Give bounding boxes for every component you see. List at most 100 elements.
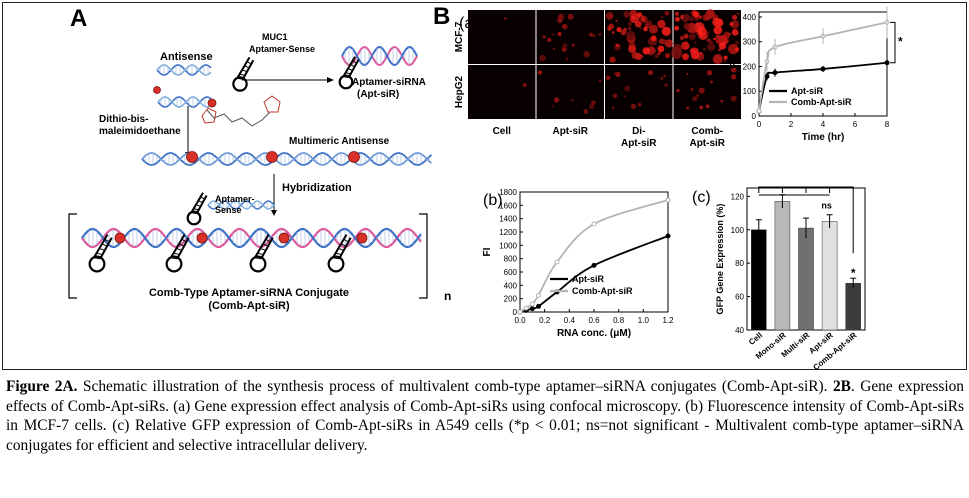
aptamer-hairpin-icon [338, 56, 360, 90]
fluorescence-spot [553, 97, 560, 103]
data-point [665, 197, 671, 203]
aptamer-loop [88, 255, 106, 273]
fluorescence-spot [571, 99, 574, 102]
data-point [536, 292, 541, 298]
confocal-image [468, 65, 536, 119]
apt-sir-duplex [341, 45, 418, 67]
y-tick-label: 200 [743, 62, 757, 71]
fluorescence-spot [675, 12, 679, 16]
data-point [591, 262, 597, 268]
fluorescence-spot [628, 45, 637, 53]
y-tick-label: 1800 [499, 188, 517, 197]
fluorescence-spot [592, 34, 596, 38]
fluorescence-spot [718, 42, 727, 50]
fluorescence-spot [690, 47, 700, 57]
fluorescence-spot [623, 27, 628, 32]
fluorescence-spot [522, 83, 527, 88]
left-bracket [68, 213, 77, 299]
fluorescence-spot [644, 20, 653, 28]
y-tick-label: 80 [735, 259, 744, 268]
fluorescence-spot [712, 54, 723, 65]
helix-strand [81, 227, 422, 249]
fluorescence-spot [562, 23, 568, 30]
fluorescence-spot [730, 20, 740, 29]
fluorescence-spot [643, 26, 648, 32]
arrow-head-icon [271, 210, 277, 216]
subpanel-b-label: (b) [483, 192, 503, 209]
panel-a-schematic: A Antisense MUC1 Aptamer-Sense Aptamer-s… [68, 5, 451, 312]
aptamer-hairpin-icon [186, 192, 275, 226]
linker-chain [206, 109, 271, 127]
fluorescence-spot [679, 35, 685, 41]
legend-label: Apt-siR [572, 274, 604, 284]
fluorescence-spot [660, 15, 664, 19]
fluorescence-spot [598, 32, 602, 36]
aptamer-base [239, 73, 246, 76]
fluorescence-spot [699, 51, 703, 55]
aptamer-base [352, 60, 357, 64]
data-point [529, 301, 535, 307]
fluorescence-spot [616, 26, 622, 33]
column-label: Apt-siR [689, 138, 725, 149]
aptamer-base [170, 257, 178, 260]
fluorescence-spot [614, 72, 617, 76]
fluorescence-spot [664, 52, 671, 59]
fluorescence-spot [552, 47, 556, 50]
fluorescence-spot [723, 31, 731, 39]
fluorescence-spot [731, 74, 737, 80]
y-tick-label: 100 [731, 226, 745, 235]
fluorescence-spot [623, 11, 630, 18]
comb-conjugate-duplex [81, 227, 422, 249]
confocal-row-labels: MCF-7 HepG2 [454, 21, 465, 108]
aptamer-stem [169, 234, 190, 260]
fluorescence-spot [589, 32, 594, 37]
aptamer-base [343, 238, 349, 243]
hybridization-label: Hybridization [282, 182, 352, 194]
fluorescence-spot [728, 44, 739, 55]
fluorescence-spot [695, 94, 700, 98]
fluorescence-spot [561, 46, 567, 52]
aptamer-base [338, 247, 344, 251]
fluorescence-spot [723, 59, 727, 63]
helix-strand [157, 96, 215, 108]
fluorescence-spot [682, 13, 691, 22]
fluorescence-spot [631, 15, 636, 19]
data-point [529, 306, 535, 312]
x-tick-label: 0.4 [564, 316, 576, 325]
fluorescence-spot [663, 74, 666, 78]
y-tick-label: 0 [752, 112, 757, 121]
y-tick-label: 60 [735, 293, 744, 302]
fluorescence-spot [620, 30, 623, 33]
y-tick-label: 600 [504, 268, 518, 277]
fluorescence-spot [705, 104, 710, 109]
comb-conjugate-abbrev: (Comb-Apt-siR) [208, 300, 290, 312]
data-point [554, 259, 560, 265]
fluorescence-spot [713, 25, 723, 35]
figure-panel: A Antisense MUC1 Aptamer-Sense Aptamer-s… [2, 2, 967, 370]
aptamer-base [254, 257, 262, 260]
fluorescence-spot [648, 24, 658, 34]
panel-a-letter: A [70, 5, 87, 32]
fluorescence-spot [615, 19, 618, 22]
fluorescence-spot [688, 33, 696, 41]
aptamer-base [343, 76, 349, 78]
fluorescence-spot [730, 95, 737, 102]
fluorescence-spot [674, 25, 680, 31]
helix-strand [141, 152, 433, 166]
aptamer-base [265, 238, 271, 243]
aptamer-base [173, 252, 180, 256]
fluorescence-spot [557, 13, 565, 20]
linker-bead-icon [207, 98, 217, 108]
antisense-strand-2 [153, 86, 217, 108]
x-tick-label: 0.0 [514, 316, 526, 325]
fluorescence-spot [609, 56, 616, 63]
confocal-image [536, 65, 604, 119]
data-point [591, 221, 597, 227]
x-tick-label: 2 [789, 120, 794, 129]
fluorescence-spot [588, 104, 594, 110]
aptamer-sirna-label: Aptamer-siRNA [352, 77, 426, 88]
helix-strand [207, 200, 275, 210]
y-tick-label: 800 [504, 255, 518, 264]
fluorescence-spot [639, 27, 642, 30]
